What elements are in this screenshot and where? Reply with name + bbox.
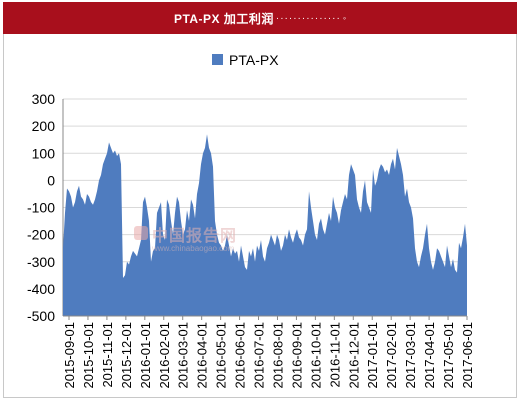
legend-swatch	[212, 54, 223, 65]
x-tick-label: 2016-01-01	[138, 322, 153, 389]
x-tick-label: 2015-11-01	[100, 322, 115, 388]
y-tick-label: -400	[27, 281, 55, 297]
series-area-pta-px	[63, 134, 467, 316]
x-tick-label: 2017-04-01	[422, 322, 437, 389]
x-tick-label: 2017-03-01	[403, 322, 418, 389]
x-tick-label: 2016-04-01	[195, 322, 210, 389]
x-tick-label: 2015-09-01	[62, 322, 77, 389]
title-banner: PTA-PX 加工利润 ··············· ◦	[3, 2, 517, 34]
x-tick-label: 2015-10-01	[81, 322, 96, 389]
x-tick-label: 2017-06-01	[460, 322, 475, 389]
banner-tail-icon: ◦	[342, 13, 347, 23]
x-tick-label: 2015-12-01	[119, 322, 134, 389]
y-tick-label: 0	[47, 172, 55, 188]
x-tick-label: 2017-05-01	[441, 322, 456, 389]
x-tick-label: 2016-12-01	[346, 322, 361, 389]
y-tick-label: 200	[32, 118, 56, 134]
banner-dots: ···············	[275, 12, 341, 24]
x-tick-label: 2016-10-01	[308, 322, 323, 389]
x-tick-label: 2016-06-01	[233, 322, 248, 389]
y-tick-label: -200	[27, 227, 55, 243]
x-tick-label: 2016-11-01	[327, 322, 342, 388]
y-tick-label: -300	[27, 254, 55, 270]
banner-title: PTA-PX 加工利润	[173, 11, 274, 26]
x-tick-label: 2016-08-01	[270, 322, 285, 389]
x-tick-label: 2017-02-01	[384, 322, 399, 389]
y-tick-label: -500	[27, 308, 55, 324]
x-tick-label: 2016-03-01	[176, 322, 191, 389]
x-tick-label: 2016-05-01	[214, 322, 229, 389]
x-tick-label: 2016-07-01	[252, 322, 267, 389]
x-tick-label: 2016-09-01	[289, 322, 304, 389]
y-tick-label: 100	[32, 145, 56, 161]
y-tick-label: 300	[32, 91, 56, 107]
y-tick-label: -100	[27, 200, 55, 216]
x-tick-label: 2017-01-01	[365, 322, 380, 389]
legend-label: PTA-PX	[229, 52, 279, 68]
x-tick-label: 2016-02-01	[157, 322, 172, 389]
